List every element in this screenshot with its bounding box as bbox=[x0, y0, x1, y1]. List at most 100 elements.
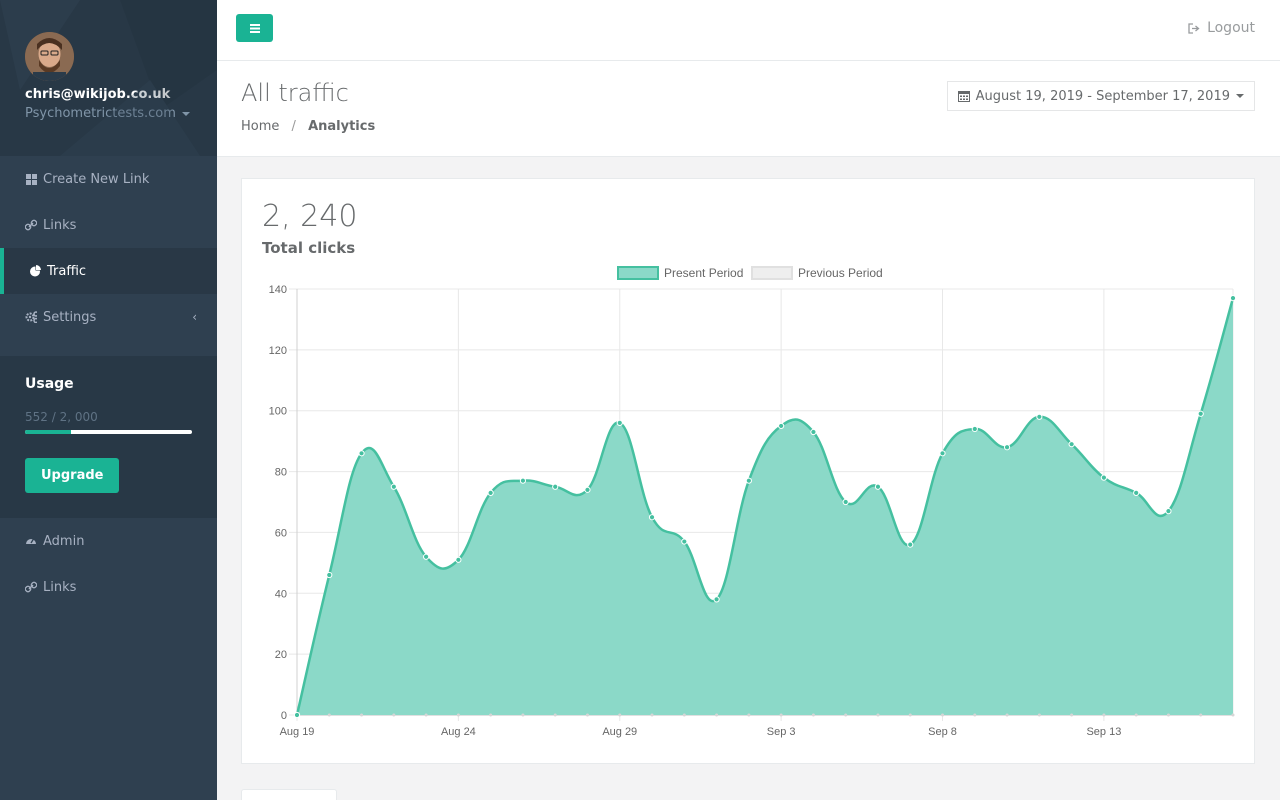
data-point bbox=[650, 713, 654, 717]
usage-panel: Usage 552 / 2, 000 Upgrade bbox=[0, 356, 217, 518]
link-icon bbox=[25, 219, 37, 231]
legend-swatch-present bbox=[617, 266, 659, 280]
y-tick-label: 140 bbox=[269, 284, 287, 296]
data-point bbox=[327, 713, 331, 717]
grid-icon bbox=[25, 173, 37, 185]
x-tick-label: Sep 13 bbox=[1086, 726, 1121, 738]
data-point bbox=[811, 713, 815, 717]
data-point bbox=[939, 450, 946, 457]
avatar[interactable] bbox=[25, 32, 74, 81]
data-point bbox=[779, 713, 783, 717]
data-point bbox=[358, 450, 365, 457]
date-range-label: August 19, 2019 - September 17, 2019 bbox=[975, 88, 1230, 104]
upgrade-button[interactable]: Upgrade bbox=[25, 458, 120, 493]
data-point bbox=[941, 713, 945, 717]
data-point bbox=[1134, 713, 1138, 717]
x-tick-label: Sep 3 bbox=[767, 726, 796, 738]
y-tick-label: 120 bbox=[269, 345, 287, 357]
data-point bbox=[553, 713, 557, 717]
data-point bbox=[584, 486, 591, 493]
caret-down-icon bbox=[181, 111, 190, 116]
data-point bbox=[648, 514, 656, 521]
data-point bbox=[585, 713, 589, 717]
data-point bbox=[424, 713, 428, 717]
data-point bbox=[1102, 713, 1106, 717]
data-point bbox=[1229, 295, 1237, 302]
data-point bbox=[521, 713, 525, 717]
chart-y-axis: 0 20 40 60 80 100 120 140 bbox=[269, 284, 287, 722]
data-point bbox=[844, 713, 848, 717]
data-point bbox=[745, 477, 752, 484]
data-point bbox=[519, 477, 527, 484]
logout-link[interactable]: Logout bbox=[1188, 20, 1255, 36]
profile-email: chris@wikijob.co.uk bbox=[25, 87, 171, 102]
data-point bbox=[1199, 713, 1203, 717]
y-tick-label: 80 bbox=[275, 467, 287, 479]
data-point bbox=[876, 713, 880, 717]
data-point bbox=[618, 713, 622, 717]
dashboard-icon bbox=[25, 535, 37, 547]
x-tick-label: Aug 29 bbox=[602, 726, 637, 738]
y-tick-label: 0 bbox=[281, 710, 287, 722]
sidebar-item-traffic[interactable]: Traffic bbox=[0, 248, 217, 294]
data-point bbox=[810, 428, 817, 436]
caret-down-icon bbox=[1236, 94, 1244, 98]
data-point bbox=[874, 483, 882, 490]
pie-chart-icon bbox=[29, 265, 41, 277]
gears-icon bbox=[25, 311, 37, 323]
usage-progress-fill bbox=[25, 430, 72, 434]
data-point bbox=[908, 713, 912, 717]
data-point bbox=[971, 425, 978, 433]
sidebar-item-label: Create New Link bbox=[43, 171, 150, 187]
data-point bbox=[1003, 444, 1011, 451]
legend-label-previous: Previous Period bbox=[798, 266, 883, 280]
date-range-picker[interactable]: August 19, 2019 - September 17, 2019 bbox=[946, 81, 1255, 111]
data-point bbox=[1070, 713, 1074, 717]
sidebar-item-settings[interactable]: Settings ‹ bbox=[0, 294, 217, 340]
menu-toggle-button[interactable] bbox=[236, 14, 273, 42]
x-tick-label: Aug 19 bbox=[280, 726, 315, 738]
sidebar-item-create-new-link[interactable]: Create New Link bbox=[0, 156, 217, 202]
page-title: All traffic bbox=[241, 79, 349, 107]
chart-area bbox=[295, 297, 1235, 716]
breadcrumb-separator: / bbox=[291, 119, 296, 134]
data-point bbox=[293, 711, 301, 719]
data-point bbox=[682, 713, 686, 717]
data-point bbox=[907, 541, 914, 548]
main-nav: Create New Link Links Traffic Settings ‹ bbox=[0, 156, 217, 340]
data-point bbox=[973, 713, 977, 717]
sidebar-item-links[interactable]: Links bbox=[0, 202, 217, 248]
domain-dropdown[interactable]: Psychometrictests.com bbox=[25, 106, 217, 121]
sidebar-item-label: Settings bbox=[43, 309, 97, 325]
data-point bbox=[681, 538, 688, 545]
sidebar-item-admin-links[interactable]: Links bbox=[0, 564, 217, 610]
sidebar-item-label: Traffic bbox=[47, 263, 87, 279]
bottom-panel-tab[interactable] bbox=[241, 789, 337, 800]
y-tick-label: 20 bbox=[275, 649, 287, 661]
y-tick-label: 100 bbox=[269, 406, 287, 418]
data-point bbox=[1037, 713, 1041, 717]
usage-progress-bar bbox=[25, 430, 192, 434]
legend-label-present: Present Period bbox=[664, 266, 743, 280]
sidebar-item-label: Links bbox=[43, 217, 77, 233]
data-point bbox=[616, 419, 623, 426]
profile-section: chris@wikijob.co.uk Psychometrictests.co… bbox=[0, 0, 217, 156]
logout-label: Logout bbox=[1207, 20, 1255, 36]
hamburger-icon bbox=[249, 23, 260, 33]
data-point bbox=[360, 713, 364, 717]
data-point bbox=[1165, 508, 1172, 515]
series-area-0 bbox=[297, 298, 1233, 715]
data-point bbox=[1100, 474, 1107, 481]
traffic-chart: Present Period Previous Period 0 20 40 60 80 1… bbox=[269, 266, 1237, 738]
data-point bbox=[747, 713, 751, 717]
chevron-left-icon: ‹ bbox=[192, 310, 197, 324]
domain-label: Psychometrictests.com bbox=[25, 106, 176, 121]
breadcrumb-home[interactable]: Home bbox=[241, 119, 280, 134]
link-icon bbox=[25, 581, 37, 593]
sidebar-item-label: Links bbox=[43, 579, 77, 595]
data-point bbox=[1197, 410, 1204, 417]
chart-x-axis: Aug 19 Aug 24 Aug 29 Sep 3 Sep 8 Sep 13 bbox=[280, 726, 1122, 738]
data-point bbox=[1068, 441, 1075, 448]
calendar-icon bbox=[957, 91, 970, 102]
sidebar-item-admin[interactable]: Admin bbox=[0, 518, 217, 564]
